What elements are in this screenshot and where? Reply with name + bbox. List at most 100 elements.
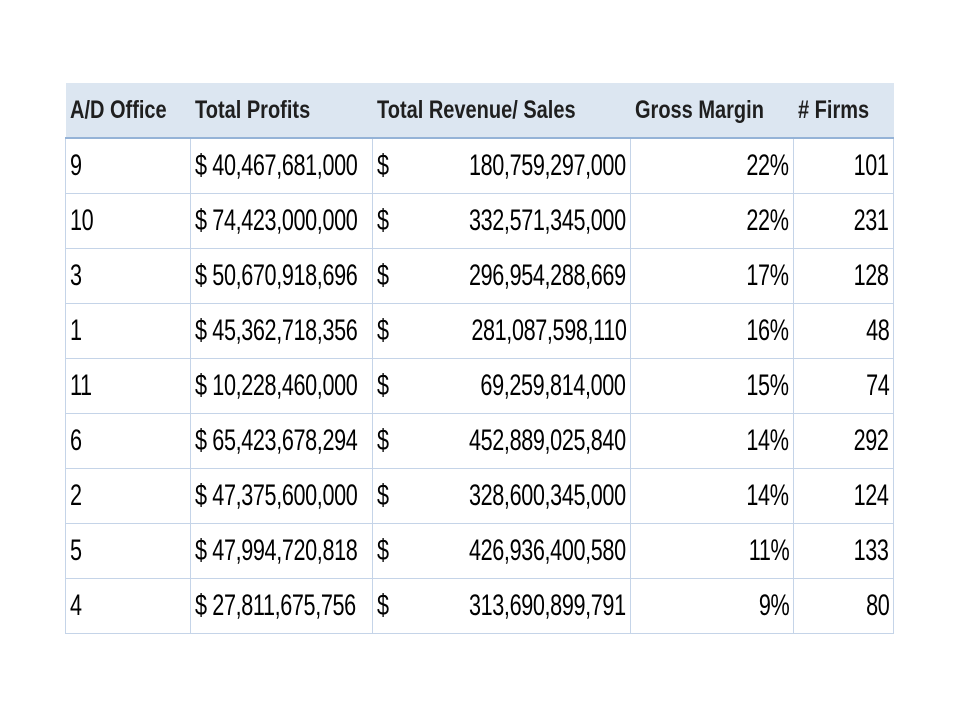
cell-text: # Firms: [797, 95, 869, 124]
cell-text: 11: [70, 369, 92, 402]
cell-text: 5: [70, 534, 82, 567]
cell-text: $ 27,811,675,756: [195, 589, 356, 622]
table-cell: 10: [65, 193, 191, 249]
table-cell: $ 50,670,918,696: [190, 248, 373, 304]
cell-text: 281,087,598,110: [470, 314, 627, 347]
cell-text: Total Profits: [194, 95, 310, 124]
cell-text: 17%: [746, 259, 790, 292]
cell-text: $: [377, 259, 389, 292]
table-row: 5 $ 47,994,720,818 $426,936,400,580 11% 133: [65, 523, 894, 579]
revenue-cell: $296,954,288,669: [377, 259, 626, 293]
cell-text: 1: [70, 314, 82, 347]
cell-text: 10: [70, 204, 94, 237]
cell-text: 452,889,025,840: [469, 424, 626, 457]
cell-text: $ 40,467,681,000: [195, 149, 358, 182]
table-row: 10 $ 74,423,000,000 $332,571,345,000 22% 231: [65, 193, 894, 249]
table-cell: $426,936,400,580: [372, 523, 631, 579]
table-cell: 292: [793, 413, 894, 469]
table-cell: 14%: [630, 468, 794, 524]
table-cell: 15%: [630, 358, 794, 414]
header-cell: # Firms: [793, 83, 894, 139]
cell-text: $ 50,670,918,696: [195, 259, 358, 292]
table-cell: $ 45,362,718,356: [190, 303, 373, 359]
data-table: A/D Office Total Profits Total Revenue/ Sa…: [65, 83, 894, 634]
cell-text: $: [377, 204, 389, 237]
cell-text: 180,759,297,000: [469, 149, 626, 182]
revenue-cell: $313,690,899,791: [377, 589, 626, 623]
header-cell: Total Revenue/ Sales: [372, 83, 631, 139]
header-cell: Total Profits: [190, 83, 373, 139]
cell-text: $ 65,423,678,294: [195, 424, 358, 457]
cell-text: 9%: [758, 589, 790, 622]
cell-text: 313,690,899,791: [469, 589, 626, 622]
table-cell: 3: [65, 248, 191, 304]
revenue-cell: $426,936,400,580: [377, 534, 626, 568]
cell-text: $: [377, 424, 389, 457]
cell-text: $: [377, 369, 389, 402]
cell-text: 328,600,345,000: [469, 479, 626, 512]
cell-text: $ 45,362,718,356: [195, 314, 358, 347]
cell-text: Total Revenue/ Sales: [376, 95, 576, 124]
table-cell: $ 10,228,460,000: [190, 358, 373, 414]
cell-text: 332,571,345,000: [469, 204, 626, 237]
cell-text: 101: [854, 149, 889, 182]
cell-text: $: [377, 534, 389, 567]
cell-text: $ 10,228,460,000: [195, 369, 358, 402]
table-cell: 80: [793, 578, 894, 634]
table-cell: 4: [65, 578, 191, 634]
cell-text: $: [377, 149, 389, 182]
table-cell: 133: [793, 523, 894, 579]
table-cell: $ 65,423,678,294: [190, 413, 373, 469]
table-cell: 22%: [630, 137, 794, 194]
cell-text: 4: [70, 589, 82, 622]
table-cell: $328,600,345,000: [372, 468, 631, 524]
revenue-cell: $180,759,297,000: [377, 149, 626, 183]
cell-text: 80: [865, 589, 890, 622]
cell-text: 231: [854, 204, 889, 237]
cell-text: $: [377, 314, 389, 347]
revenue-cell: $69,259,814,000: [377, 369, 626, 403]
table-row: 4 $ 27,811,675,756 $313,690,899,791 9% 80: [65, 578, 894, 634]
cell-text: $ 74,423,000,000: [195, 204, 358, 237]
table-cell: 9%: [630, 578, 794, 634]
cell-text: 124: [854, 479, 889, 512]
cell-text: 426,936,400,580: [469, 534, 626, 567]
cell-text: 128: [854, 259, 889, 292]
table-cell: 128: [793, 248, 894, 304]
cell-text: A/D Office: [69, 95, 167, 124]
table-cell: 74: [793, 358, 894, 414]
cell-text: 22%: [746, 149, 790, 182]
table-cell: 1: [65, 303, 191, 359]
table-row: 3 $ 50,670,918,696 $296,954,288,669 17% 128: [65, 248, 894, 304]
table-cell: 22%: [630, 193, 794, 249]
table-cell: $452,889,025,840: [372, 413, 631, 469]
table-cell: 101: [793, 137, 894, 194]
revenue-cell: $281,087,598,110: [377, 314, 626, 348]
table-cell: 11: [65, 358, 191, 414]
table-row: 1 $ 45,362,718,356 $281,087,598,110 16% 48: [65, 303, 894, 359]
cell-text: 11%: [748, 534, 789, 567]
cell-text: 3: [70, 259, 82, 292]
table-cell: $ 47,375,600,000: [190, 468, 373, 524]
table-cell: 9: [65, 137, 191, 194]
cell-text: 69,259,814,000: [480, 369, 626, 402]
table-cell: $313,690,899,791: [372, 578, 631, 634]
table-cell: 16%: [630, 303, 794, 359]
cell-text: 14%: [746, 479, 790, 512]
table-cell: $ 27,811,675,756: [190, 578, 373, 634]
table-cell: 14%: [630, 413, 794, 469]
table-cell: $180,759,297,000: [372, 137, 631, 194]
table-body: 9 $ 40,467,681,000 $180,759,297,000 22% 101 1…: [65, 137, 894, 634]
table-cell: $69,259,814,000: [372, 358, 631, 414]
cell-text: 292: [854, 424, 889, 457]
table-row: 9 $ 40,467,681,000 $180,759,297,000 22% 101: [65, 137, 894, 194]
table-cell: 5: [65, 523, 191, 579]
table-cell: $296,954,288,669: [372, 248, 631, 304]
cell-text: 9: [70, 149, 82, 182]
cell-text: 16%: [746, 314, 790, 347]
revenue-cell: $332,571,345,000: [377, 204, 626, 238]
table-cell: $ 47,994,720,818: [190, 523, 373, 579]
cell-text: $ 47,375,600,000: [195, 479, 358, 512]
table-cell: $281,087,598,110: [372, 303, 631, 359]
table-cell: 124: [793, 468, 894, 524]
